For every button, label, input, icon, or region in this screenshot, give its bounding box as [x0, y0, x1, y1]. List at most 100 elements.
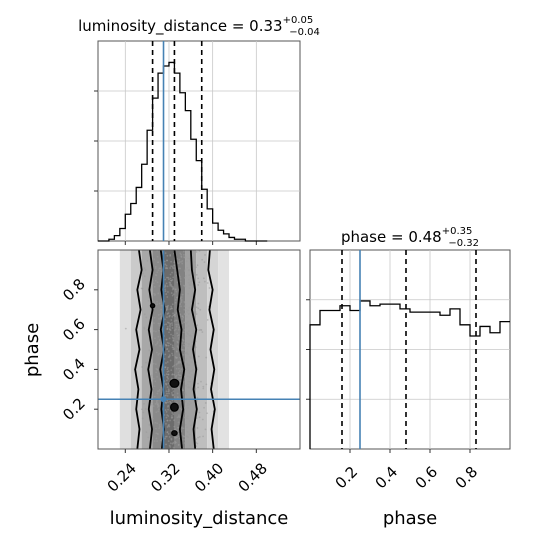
sample-point: [184, 407, 186, 410]
sample-point: [164, 366, 167, 369]
sample-point: [204, 254, 206, 256]
sample-point: [168, 392, 170, 395]
sample-point: [171, 315, 174, 318]
sample-point: [184, 303, 187, 305]
sample-point: [157, 292, 160, 295]
quantile-lines: [341, 250, 477, 449]
sample-point: [183, 442, 186, 444]
sample-point: [195, 273, 198, 276]
sample-point: [172, 314, 175, 317]
sample-point: [158, 352, 161, 355]
sample-point: [170, 283, 173, 286]
sample-point: [187, 282, 190, 284]
sample-point: [175, 290, 178, 293]
sample-point: [157, 261, 159, 264]
sample-point: [174, 356, 177, 358]
sample-point: [156, 375, 159, 378]
sample-point: [176, 436, 179, 439]
sample-point: [185, 357, 188, 360]
sample-point: [187, 353, 190, 356]
sample-point: [178, 374, 181, 377]
sample-point: [189, 334, 192, 337]
sample-point: [192, 329, 195, 332]
sample-point: [154, 402, 157, 405]
sample-point: [157, 335, 160, 338]
sample-point: [173, 313, 176, 316]
sample-point: [169, 442, 172, 445]
sample-point: [188, 306, 191, 309]
sample-point: [166, 259, 169, 262]
sample-point: [166, 394, 169, 397]
grid-lines: [310, 250, 510, 449]
sample-point: [148, 349, 151, 352]
sample-point: [167, 404, 170, 407]
sample-point: [194, 271, 196, 274]
sample-point: [171, 294, 174, 297]
sample-point: [190, 402, 192, 405]
sample-point: [190, 361, 193, 364]
sample-point: [198, 411, 201, 414]
sample-point: [189, 283, 192, 286]
sample-point: [156, 303, 159, 306]
sample-point: [184, 412, 187, 415]
truth-marker: [160, 396, 167, 403]
sample-point: [200, 380, 202, 383]
sample-point: [155, 274, 158, 277]
sample-point: [172, 346, 175, 349]
x-tick-label: 0.8: [452, 463, 482, 493]
sample-point: [205, 356, 208, 359]
sample-point: [155, 432, 158, 435]
sample-point: [171, 288, 174, 291]
contour-line: [207, 250, 216, 449]
sample-point: [179, 267, 182, 270]
title-main: luminosity_distance = 0.33: [78, 17, 282, 36]
sample-point: [171, 327, 174, 329]
sample-point: [167, 388, 170, 391]
sample-point: [195, 251, 198, 253]
sample-point: [181, 293, 184, 296]
sample-point: [158, 302, 161, 305]
sample-point: [171, 373, 174, 376]
sample-point: [185, 417, 188, 419]
sample-point: [181, 338, 184, 341]
sample-point: [154, 267, 157, 270]
sample-point: [178, 370, 181, 372]
sample-point: [178, 326, 181, 329]
sample-point: [187, 313, 190, 316]
sample-point: [155, 402, 158, 405]
sample-point: [189, 420, 191, 423]
sample-point: [164, 252, 167, 254]
sample-point: [153, 385, 156, 388]
title-sup: +0.35: [442, 226, 473, 237]
sample-point: [179, 377, 182, 380]
sample-point: [182, 331, 185, 334]
sample-point: [153, 301, 156, 304]
sample-point: [167, 373, 170, 376]
x-tick-label: 0.4: [372, 463, 402, 493]
sample-point: [176, 396, 179, 398]
sample-point: [186, 332, 189, 335]
sample-point: [197, 284, 200, 286]
sample-point: [159, 316, 162, 319]
sample-point: [171, 387, 174, 390]
sample-point: [168, 354, 171, 357]
sample-point: [191, 341, 194, 344]
sample-point: [189, 346, 192, 348]
contour-lines: [134, 250, 216, 449]
x-tick-label: 0.48: [235, 459, 271, 495]
sample-point: [170, 319, 173, 321]
sample-point: [174, 298, 177, 301]
sample-point: [153, 322, 155, 325]
sample-point: [184, 344, 187, 347]
sample-point: [187, 345, 190, 348]
sample-point: [179, 380, 182, 383]
sample-point: [180, 255, 183, 258]
sample-point: [198, 329, 201, 331]
sample-point: [197, 302, 200, 305]
sample-point: [185, 384, 187, 387]
sample-point: [167, 390, 170, 393]
sample-point: [186, 364, 189, 366]
sample-point: [188, 403, 191, 406]
sample-point: [168, 342, 170, 345]
sample-point: [169, 343, 172, 346]
